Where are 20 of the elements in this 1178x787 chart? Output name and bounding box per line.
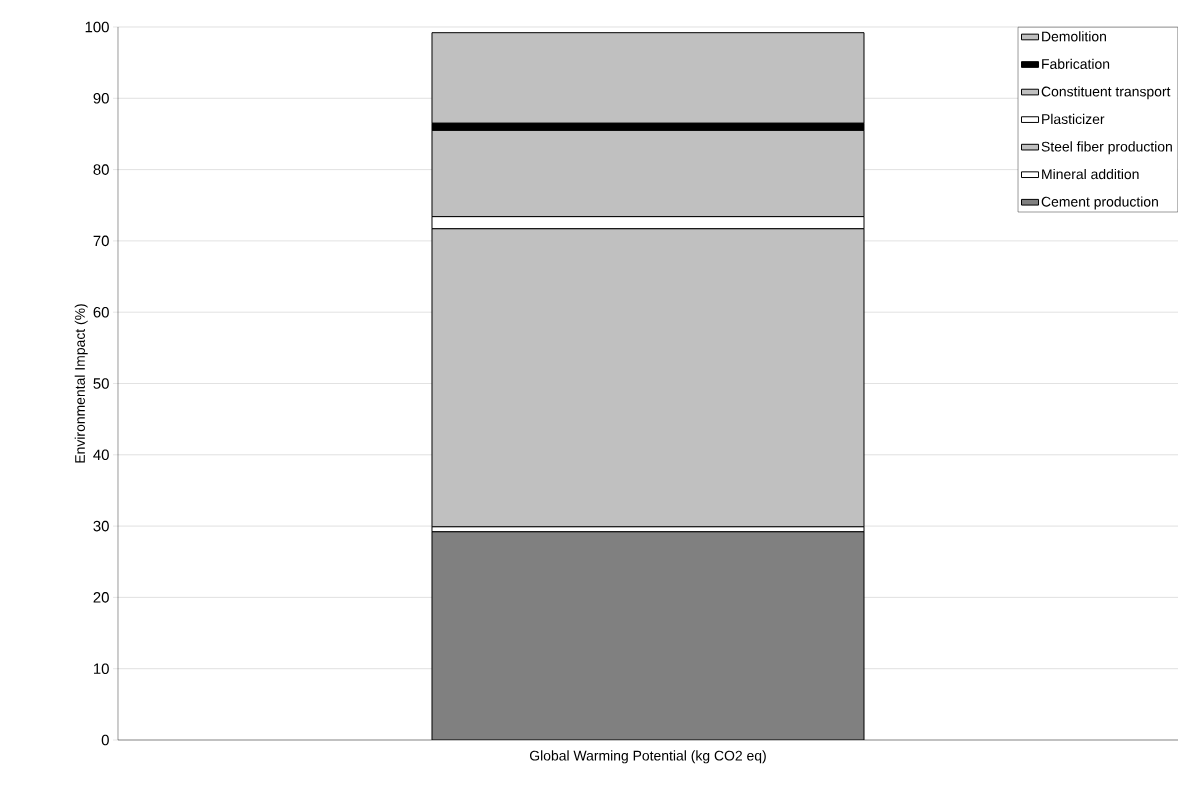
y-tick-label: 20: [93, 592, 109, 603]
legend-label: Steel fiber production: [1041, 141, 1172, 155]
x-axis-title: Global Warming Potential (kg CO2 eq): [529, 750, 766, 764]
y-tick-label: 30: [93, 520, 109, 532]
y-tick-label: 40: [93, 449, 109, 461]
legend-label: Cement production: [1041, 196, 1158, 210]
y-tick-label: 80: [93, 164, 109, 175]
y-tick-label: 0: [101, 734, 109, 746]
y-tick-label: 10: [93, 663, 109, 674]
y-tick-label: 50: [93, 378, 109, 389]
y-tick-label: 60: [93, 306, 109, 318]
legend-label: Demolition: [1042, 31, 1106, 42]
y-axis-title: Environmental Impact (%): [74, 304, 88, 463]
y-tick-label: 100: [85, 21, 109, 33]
legend-label: Mineral addition: [1042, 168, 1139, 180]
y-tick-label: 70: [93, 235, 109, 247]
legend-label: Constituent transport: [1041, 86, 1171, 100]
y-tick-label: 90: [93, 93, 109, 104]
legend-label: Plasticizer: [1042, 113, 1105, 125]
legend-label: Fabrication: [1042, 58, 1110, 69]
